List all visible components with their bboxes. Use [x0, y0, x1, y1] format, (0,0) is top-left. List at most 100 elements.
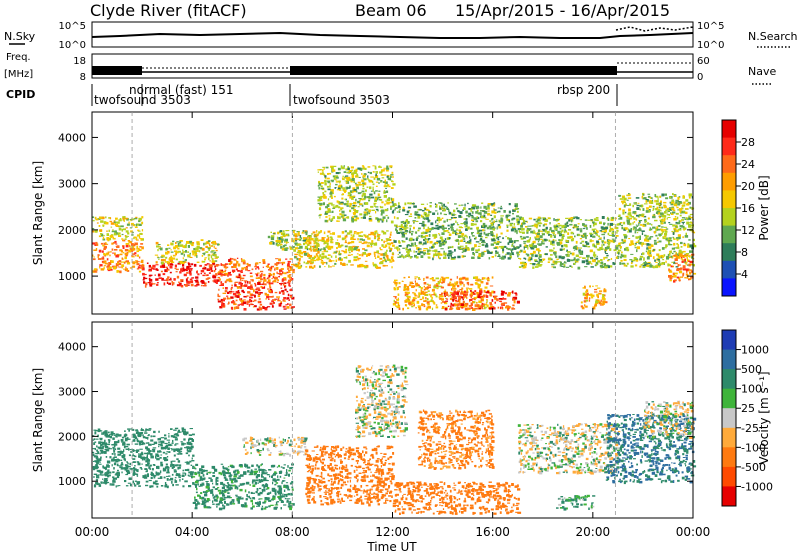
data-cell	[432, 244, 434, 247]
data-cell	[461, 292, 466, 294]
data-cell	[114, 453, 116, 456]
data-cell	[419, 294, 421, 298]
data-cell	[684, 218, 687, 220]
data-cell	[690, 222, 694, 224]
data-cell	[555, 239, 557, 242]
data-cell	[495, 243, 500, 245]
data-cell	[456, 281, 459, 284]
data-cell	[444, 213, 447, 216]
data-cell	[245, 268, 248, 271]
data-cell	[478, 234, 482, 237]
data-cell	[381, 201, 384, 204]
data-cell	[302, 230, 305, 233]
data-cell	[437, 251, 441, 253]
data-cell	[231, 291, 235, 293]
data-cell	[384, 179, 386, 183]
data-cell	[344, 235, 348, 238]
data-cell	[373, 251, 376, 255]
colorbar-swatch	[722, 278, 736, 297]
data-cell	[551, 249, 554, 252]
data-cell	[438, 202, 442, 204]
data-cell	[315, 242, 320, 245]
data-cell	[458, 300, 461, 303]
data-cell	[456, 282, 458, 284]
data-cell	[618, 223, 621, 225]
data-cell	[282, 245, 286, 248]
data-cell	[405, 227, 409, 229]
data-cell	[345, 198, 347, 201]
data-cell	[666, 207, 670, 210]
data-cell	[596, 248, 599, 250]
data-cell	[336, 189, 341, 191]
data-cell	[585, 305, 588, 308]
data-cell	[341, 177, 344, 179]
data-cell	[264, 307, 268, 309]
data-cell	[409, 248, 411, 251]
data-cell	[682, 265, 686, 269]
data-cell	[452, 305, 455, 307]
data-cell	[281, 247, 286, 251]
data-cell	[554, 227, 558, 230]
data-cell	[119, 218, 122, 220]
data-cell	[363, 215, 366, 217]
data-cell	[397, 205, 401, 208]
data-cell	[588, 297, 591, 300]
data-cell	[330, 237, 333, 241]
data-cell	[625, 246, 629, 250]
data-cell	[213, 254, 217, 257]
data-cell	[141, 246, 144, 250]
data-cell	[241, 267, 245, 270]
data-cell	[259, 307, 263, 311]
data-cell	[594, 303, 598, 306]
data-cell	[463, 255, 466, 257]
data-cell	[433, 253, 437, 256]
data-cell	[490, 222, 494, 224]
data-cell	[370, 190, 373, 192]
data-cell	[375, 208, 379, 211]
data-cell	[148, 268, 152, 270]
data-cell	[618, 207, 622, 211]
data-cell	[353, 232, 356, 235]
data-cell	[685, 253, 690, 255]
data-cell	[141, 432, 144, 434]
data-cell	[165, 266, 168, 268]
data-cell	[681, 259, 686, 261]
data-cell	[429, 278, 434, 280]
data-cell	[226, 266, 229, 269]
data-cell	[441, 286, 444, 289]
data-cell	[674, 202, 676, 205]
data-cell	[316, 258, 319, 261]
data-cell	[641, 195, 644, 199]
data-cell	[331, 196, 333, 199]
data-cell	[365, 236, 368, 238]
data-cell	[439, 297, 442, 300]
data-cell	[602, 300, 606, 304]
data-cell	[558, 224, 562, 227]
data-cell	[324, 182, 327, 186]
data-cell	[542, 217, 546, 219]
data-cell	[478, 300, 482, 304]
data-cell	[121, 257, 123, 260]
data-cell	[647, 223, 652, 225]
data-cell	[341, 244, 344, 247]
data-cell	[481, 202, 484, 204]
data-cell	[417, 295, 419, 298]
data-cell	[425, 235, 429, 237]
data-cell	[663, 217, 666, 221]
data-cell	[600, 226, 604, 229]
data-cell	[107, 474, 111, 477]
data-cell	[448, 209, 450, 213]
data-cell	[486, 299, 488, 301]
data-cell	[683, 255, 687, 258]
data-cell	[656, 226, 659, 229]
data-cell	[363, 211, 368, 214]
data-cell	[284, 234, 288, 237]
data-cell	[589, 285, 591, 287]
data-cell	[609, 225, 611, 228]
data-cell	[139, 246, 142, 248]
data-cell	[519, 216, 522, 220]
data-cell	[318, 257, 320, 261]
data-cell	[667, 253, 670, 257]
data-cell	[297, 266, 301, 269]
data-cell	[456, 228, 458, 231]
